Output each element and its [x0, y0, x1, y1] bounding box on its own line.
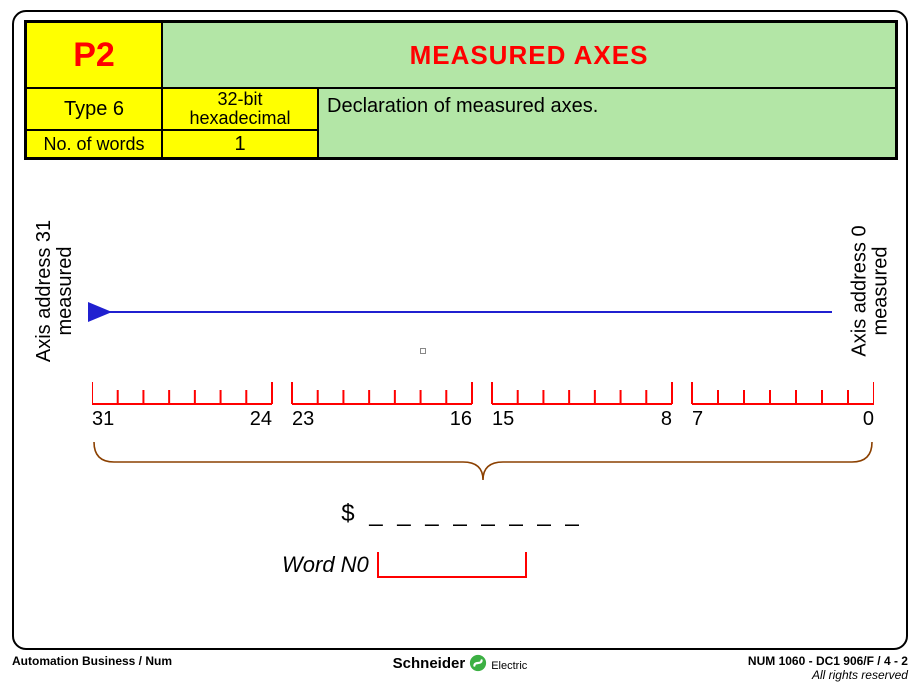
brand-name: Schneider — [393, 655, 466, 672]
bit-label: 31 — [92, 408, 114, 431]
footer-rights: All rights reserved — [748, 668, 908, 682]
hex-value-placeholder: $ _ _ _ _ _ _ _ _ — [14, 500, 910, 528]
footer-right: NUM 1060 - DC1 906/F / 4 - 2 All rights … — [748, 654, 908, 682]
footer-brand: Schneider Electric — [393, 654, 528, 672]
word-n0-group: Word N0 — [282, 552, 527, 578]
bit-label: 7 — [692, 408, 703, 431]
word-brace — [92, 436, 874, 486]
footer-docref: NUM 1060 - DC1 906/F / 4 - 2 — [748, 654, 908, 668]
bit-label: 24 — [250, 408, 272, 431]
bit-label: 23 — [292, 408, 314, 431]
center-marker — [420, 348, 426, 354]
word-n0-box — [377, 552, 527, 578]
bit-label: 0 — [863, 408, 874, 431]
word-n0-label: Word N0 — [282, 552, 369, 578]
brand-logo-icon — [469, 654, 487, 672]
bit-label: 16 — [450, 408, 472, 431]
page-frame: P2 MEASURED AXES Type 6 32-bit hexadecim… — [12, 10, 908, 650]
bit-ruler — [92, 382, 874, 442]
brand-sub: Electric — [491, 660, 527, 672]
bit-label: 15 — [492, 408, 514, 431]
footer-left: Automation Business / Num — [12, 654, 172, 668]
page-footer: Automation Business / Num Schneider Elec… — [12, 654, 908, 682]
bit-label: 8 — [661, 408, 672, 431]
